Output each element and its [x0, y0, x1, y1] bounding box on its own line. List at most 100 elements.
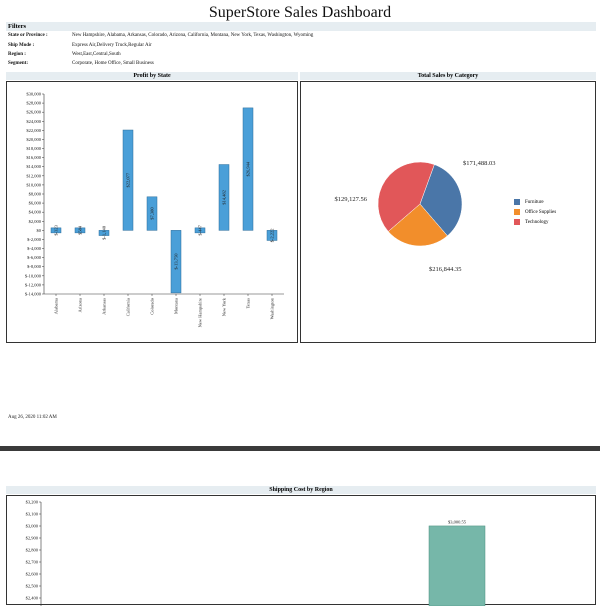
y-tick-label: $18,000 [26, 146, 41, 152]
y-tick-label: $3,000 [26, 524, 39, 530]
x-tick-label: Montana [174, 298, 179, 314]
y-tick-label: $10,000 [26, 182, 41, 188]
pie-slice [377, 161, 435, 232]
y-tick-label: $-10,000 [25, 273, 42, 279]
y-tick-label: $4,000 [29, 210, 42, 216]
x-tick-label: New York [222, 297, 227, 316]
x-tick-label: Arizona [78, 298, 83, 313]
bar-value-label: $-447 [198, 224, 203, 235]
y-tick-label: $26,000 [26, 110, 41, 116]
bar-value-label: $-323 [54, 224, 59, 235]
profit-bar [98, 230, 110, 236]
y-tick-label: $-8,000 [27, 264, 42, 270]
x-tick-label: Arkansas [102, 298, 107, 315]
profit-bar [218, 164, 230, 231]
profit-by-state-chart: $30,000 $28,000 $26,000 $24,000 $22,000 $20,0… [25, 92, 284, 327]
filters-heading: Filters [6, 22, 596, 31]
shipping-chart-title: Shipping Cost by Region [6, 486, 596, 494]
y-tick-label: $12,000 [26, 173, 41, 179]
shipping-chart-panel: $3,200 $3,100 $3,000 $2,900 $2,800 $2,700 $2,6… [6, 495, 596, 607]
y-tick-label: $8,000 [29, 192, 42, 198]
y-tick-label: $2,500 [26, 584, 39, 590]
y-tick-label: $14,000 [26, 164, 41, 170]
y-tick-label: $-12,000 [25, 282, 42, 288]
x-tick-label: Texas [246, 298, 251, 309]
legend-item-technology: Technology [514, 219, 549, 225]
legend-item-office-supplies: Office Supplies [514, 209, 556, 215]
pie-slice-label: $171,488.03 [463, 160, 496, 167]
y-tick-label: $22,000 [26, 128, 41, 134]
pie-slice [387, 203, 448, 247]
y-tick-label: $28,000 [26, 101, 41, 107]
y-tick-label: $2,900 [26, 536, 39, 542]
report-timestamp: Aug 26, 2020 11:02 AM [8, 415, 57, 420]
bar-value-label: $-13,750 [174, 253, 180, 270]
pie-slice-label: $129,127.56 [335, 196, 368, 203]
profit-bar [242, 107, 254, 231]
y-tick-label: $-2,000 [27, 237, 42, 243]
bar-value-label: $7,380 [150, 207, 156, 220]
legend-label: Technology [525, 220, 549, 226]
profit-bar [266, 230, 278, 241]
x-tick-label: Washington [270, 297, 275, 319]
legend-swatch [514, 219, 520, 225]
x-tick-label: Alabama [54, 298, 59, 314]
y-tick-label: $-4,000 [27, 246, 42, 252]
bar-value-label: $26,944 [246, 161, 252, 176]
y-tick-label: $3,200 [26, 500, 39, 506]
y-tick-label: $30,000 [26, 92, 41, 98]
y-tick-label: $2,700 [26, 560, 39, 566]
sales-chart-panel: $171,488.03 $129,127.56 $216,844.35 Furnit… [300, 81, 596, 343]
x-tick-label: New Hampshire [198, 298, 203, 327]
filter-label: Segment: [8, 61, 28, 66]
bar-value-label: $584 [78, 225, 83, 235]
y-tick-label: $2,600 [26, 572, 39, 578]
y-tick-label: $3,100 [26, 512, 39, 518]
pie-slice-label: $216,844.35 [429, 266, 462, 273]
filter-label: Region : [8, 52, 26, 57]
legend-swatch [514, 199, 520, 205]
y-tick-label: $-6,000 [27, 255, 42, 261]
filter-label: State or Province : [8, 33, 48, 38]
y-tick-label: $20,000 [26, 137, 41, 143]
filter-value: Corporate, Home Office, Small Business [72, 61, 154, 66]
x-tick-label: California [126, 298, 131, 316]
filter-label: Ship Mode : [8, 43, 35, 48]
bar-value-label: $-1,140 [102, 225, 108, 240]
profit-bar [50, 227, 62, 234]
bar-value-label: $-2,222 [270, 228, 276, 242]
y-tick-label: $16,000 [26, 155, 41, 161]
shipping-cost-chart: $3,200 $3,100 $3,000 $2,900 $2,800 $2,700 $2,6… [26, 500, 486, 607]
bar-value-label: $14,482 [222, 190, 228, 205]
shipping-bar [428, 525, 486, 607]
legend-swatch [514, 209, 520, 215]
y-tick-label: $2,800 [26, 548, 39, 554]
filter-value: New Hampshire, Alabama, Arkansas, Colora… [72, 33, 314, 38]
sales-chart-title: Total Sales by Category [300, 72, 596, 80]
x-tick-label: Colorado [150, 297, 155, 314]
y-tick-label: $24,000 [26, 119, 41, 125]
sales-by-category-chart: $171,488.03 $129,127.56 $216,844.35 [335, 160, 496, 273]
filter-value: Express Air,Delivery Truck,Regular Air [72, 43, 152, 48]
y-tick-label: $0 [37, 228, 42, 233]
profit-bar [170, 230, 182, 294]
profit-bar [146, 196, 158, 231]
pie-slice [419, 164, 463, 237]
profit-bar [194, 227, 206, 234]
legend-label: Office Supplies [525, 210, 557, 216]
page-separator [0, 446, 600, 451]
y-tick-label: $-14,000 [25, 292, 42, 298]
profit-bar [74, 227, 86, 234]
y-tick-label: $6,000 [29, 201, 42, 207]
bar-value-label: $3,000.55 [448, 519, 467, 525]
y-tick-label: $2,000 [29, 219, 42, 225]
profit-chart-panel: $30,000 $28,000 $26,000 $24,000 $22,000 $20,0… [6, 81, 298, 343]
profit-chart-title: Profit by State [6, 72, 298, 80]
legend-item-furniture: Furniture [514, 199, 544, 205]
profit-bar [122, 129, 134, 231]
page-title: SuperStore Sales Dashboard [208, 4, 392, 21]
legend-label: Furniture [525, 200, 544, 206]
filter-value: West,East,Central,South [72, 52, 121, 57]
bar-value-label: $22,077 [126, 172, 132, 187]
y-tick-label: $2,400 [26, 596, 39, 602]
